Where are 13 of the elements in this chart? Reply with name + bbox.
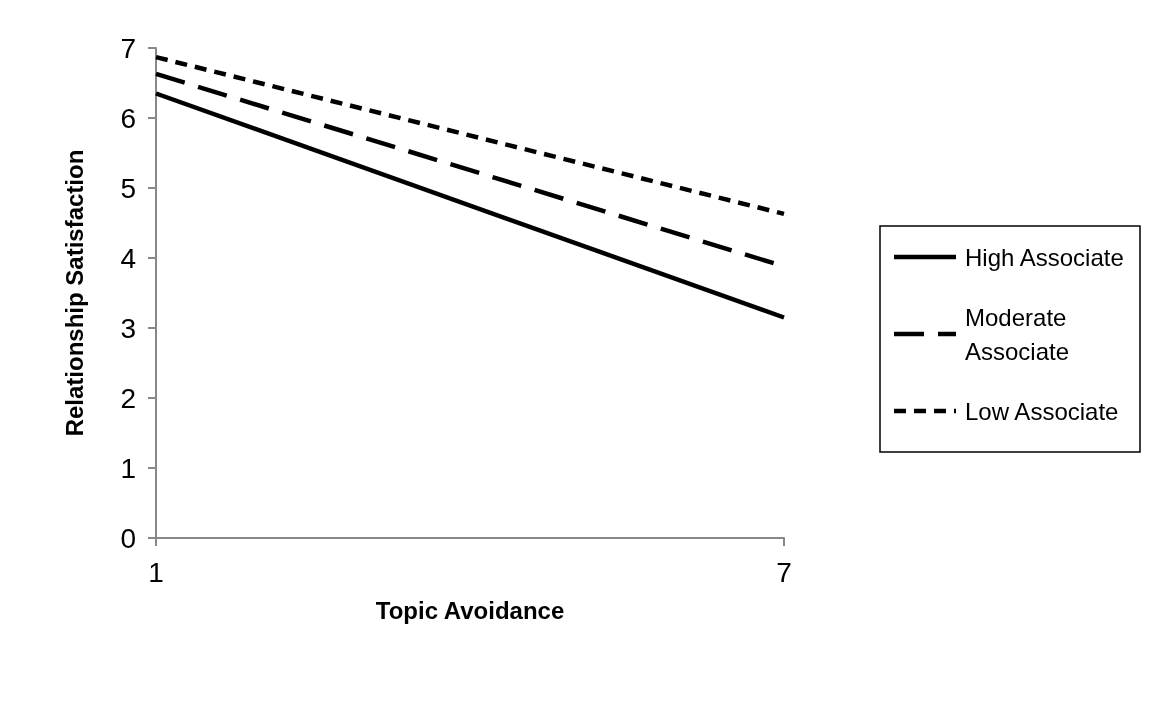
legend-label: High Associate bbox=[965, 243, 1124, 271]
legend-label: Moderate Associate bbox=[965, 303, 1074, 365]
y-tick-label: 5 bbox=[120, 172, 136, 204]
y-tick-label: 1 bbox=[120, 452, 136, 484]
y-axis-title: Relationship Satisfaction bbox=[60, 149, 88, 437]
x-axis-title: Topic Avoidance bbox=[375, 596, 565, 624]
legend-label: Low Associate bbox=[965, 397, 1119, 425]
y-tick-label: 0 bbox=[120, 522, 136, 554]
y-tick-label: 3 bbox=[120, 312, 136, 344]
y-tick-label: 4 bbox=[120, 242, 136, 274]
y-tick-label: 2 bbox=[120, 382, 136, 414]
y-tick-label: 7 bbox=[120, 32, 136, 64]
y-tick-label: 6 bbox=[120, 102, 136, 134]
